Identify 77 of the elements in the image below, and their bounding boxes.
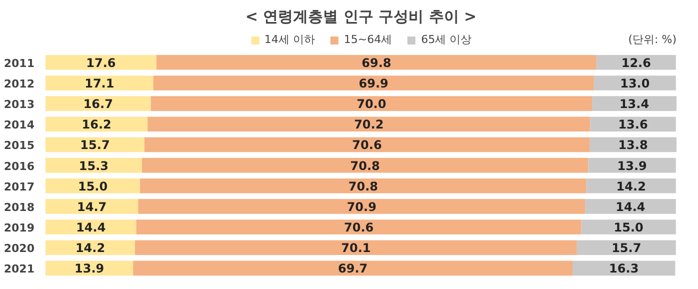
bar (148, 116, 590, 132)
bar (594, 76, 676, 90)
bar (581, 220, 676, 234)
data-label: 12.6 (621, 56, 651, 70)
chart-title: < 연령계층별 인구 구성비 추이 > (245, 8, 477, 26)
data-label: 13.8 (618, 138, 648, 152)
data-label: 15.7 (80, 138, 110, 152)
data-label: 15.3 (78, 158, 109, 173)
bar (156, 54, 596, 70)
data-label: 15.0 (614, 220, 644, 235)
bar (133, 260, 572, 276)
legend-label: 65세 이상 (421, 32, 472, 47)
data-label: 13.4 (619, 97, 650, 112)
bar (590, 116, 676, 132)
data-label: 14.4 (76, 220, 106, 235)
bar (153, 76, 594, 90)
data-label: 70.8 (348, 179, 378, 194)
y-tick-label: 2014 (4, 118, 35, 132)
data-label: 14.7 (77, 200, 107, 214)
data-label: 70.6 (352, 138, 382, 152)
data-label: 70.1 (341, 241, 371, 256)
bar (46, 199, 138, 214)
bar (585, 199, 676, 214)
data-label: 16.7 (83, 97, 113, 112)
data-label: 14.4 (616, 200, 646, 214)
data-label: 70.2 (354, 118, 384, 132)
data-label: 15.7 (612, 241, 642, 256)
data-label: 70.8 (350, 158, 380, 173)
data-label: 17.6 (86, 56, 116, 70)
y-tick-label: 2012 (4, 77, 35, 90)
data-label: 17.1 (84, 76, 114, 90)
data-label: 16.3 (609, 262, 639, 276)
bar (150, 96, 592, 111)
data-label: 69.8 (362, 56, 392, 70)
data-label: 13.9 (74, 262, 104, 276)
bar (46, 220, 136, 234)
bar (596, 54, 676, 70)
data-label: 16.2 (82, 118, 112, 132)
y-tick-label: 2017 (4, 180, 35, 194)
data-label: 13.0 (620, 76, 650, 90)
bar (46, 137, 144, 152)
data-label: 69.9 (358, 76, 388, 90)
data-label: 14.2 (75, 241, 106, 256)
bar (142, 158, 588, 173)
bar (592, 96, 676, 111)
bar (46, 116, 148, 132)
data-label: 70.9 (346, 200, 376, 214)
bar (46, 54, 156, 70)
bar (46, 96, 151, 111)
y-tick-label: 2015 (4, 139, 35, 152)
y-tick-label: 2011 (4, 56, 35, 70)
bar (46, 76, 154, 90)
y-tick-label: 2016 (4, 160, 35, 173)
y-tick-label: 2021 (4, 262, 35, 276)
data-label: 13.9 (617, 158, 647, 173)
bar (136, 220, 582, 234)
bar (140, 178, 586, 194)
y-tick-label: 2018 (4, 200, 35, 214)
y-tick-label: 2020 (4, 242, 35, 256)
bar (576, 240, 676, 256)
bar (138, 199, 586, 214)
data-label: 69.7 (338, 262, 368, 276)
legend-label: 15~64세 (344, 32, 392, 47)
text: (단위: %) (628, 32, 677, 46)
bar (46, 240, 136, 256)
data-label: 15.0 (78, 179, 108, 194)
bar (144, 137, 590, 152)
bar (586, 178, 676, 194)
data-label: 70.6 (344, 220, 374, 235)
y-tick-label: 2013 (4, 98, 35, 112)
data-label: 13.6 (618, 118, 648, 132)
bar (135, 240, 577, 256)
data-label: 70.0 (356, 97, 386, 112)
legend-label: 14세 이하 (264, 32, 315, 47)
bar (46, 178, 140, 194)
data-label: 14.2 (616, 179, 646, 194)
y-tick-label: 2019 (4, 222, 35, 235)
